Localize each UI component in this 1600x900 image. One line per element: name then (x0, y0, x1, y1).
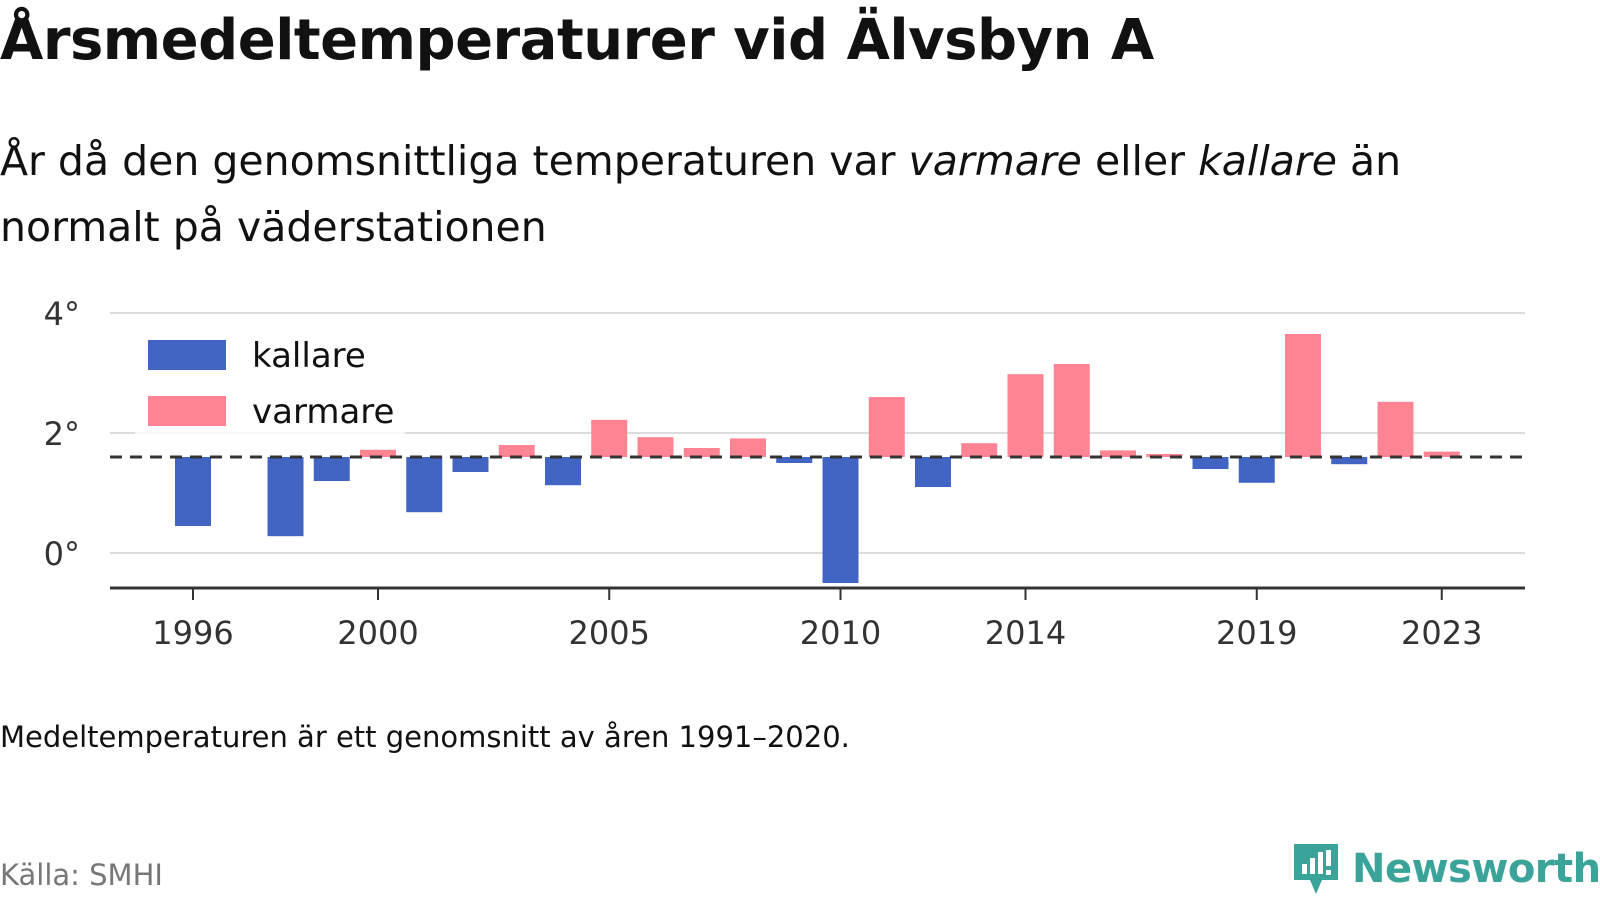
y-tick-label: 0° (44, 535, 80, 573)
source-credit: Källa: SMHI (0, 858, 163, 892)
bar-2010 (822, 457, 859, 583)
y-tick-label: 2° (44, 415, 80, 453)
y-tick-label: 4° (44, 295, 80, 333)
x-tick-label: 1996 (152, 614, 233, 652)
bar-2012 (915, 457, 951, 487)
bar-2013 (961, 443, 998, 457)
bar-2003 (498, 445, 535, 457)
bar-2001 (406, 457, 443, 513)
legend-swatch-kallare (148, 340, 226, 370)
x-tick-label: 2014 (985, 614, 1066, 652)
bar-2011 (868, 397, 905, 457)
page-title: Årsmedeltemperaturer vid Älvsbyn A (0, 8, 1154, 73)
bar-2020 (1285, 334, 1321, 457)
bar-2019 (1238, 457, 1275, 483)
bar-2015 (1053, 364, 1090, 457)
subtitle-part-3: eller (1081, 137, 1199, 185)
subtitle-part-5: än normalt på väderstationen (0, 137, 1402, 251)
x-tick-label: 2023 (1401, 614, 1482, 652)
x-tick-label: 2010 (800, 614, 881, 652)
legend-swatch-varmare (148, 396, 226, 426)
bar-2007 (683, 448, 720, 457)
subtitle-colder: kallare (1198, 137, 1337, 185)
bar-1999 (313, 457, 350, 481)
bar-2016 (1100, 450, 1136, 457)
newsworthy-logo[interactable]: Newsworthy (1290, 840, 1600, 898)
legend-label-varmare: varmare (252, 392, 394, 432)
legend-label-kallare: kallare (252, 336, 366, 376)
x-tick-label: 2005 (569, 614, 650, 652)
temperature-bar-chart: 0° 2° 4° kallare varmare 1996 2000 2005 2010 2014… (44, 295, 1525, 652)
bar-2022 (1377, 401, 1414, 457)
bar-2002 (452, 457, 489, 472)
bar-2006 (637, 437, 674, 457)
subtitle-warmer: varmare (908, 137, 1082, 185)
bar-2000 (360, 449, 396, 457)
bar-1996 (175, 457, 211, 526)
subtitle-part-1: År då den genomsnittliga temperaturen va… (0, 137, 909, 185)
brand-name: Newsworthy (1352, 846, 1600, 892)
bar-2014 (1007, 374, 1044, 457)
x-tick-label: 2019 (1216, 614, 1297, 652)
bar-2017 (1146, 454, 1183, 457)
bar-2009 (776, 457, 813, 463)
bar-2004 (545, 457, 581, 486)
bar-2018 (1192, 457, 1229, 469)
bar-2005 (591, 419, 628, 457)
x-tick-label: 2000 (337, 614, 418, 652)
footnote: Medeltemperaturen är ett genomsnitt av å… (0, 720, 850, 754)
bar-2023 (1423, 451, 1460, 457)
newsworthy-icon (1294, 844, 1338, 894)
subtitle: År då den genomsnittliga temperaturen va… (0, 128, 1540, 260)
bar-2008 (730, 438, 766, 457)
bar-2021 (1331, 457, 1368, 465)
bar-1998 (267, 457, 304, 537)
